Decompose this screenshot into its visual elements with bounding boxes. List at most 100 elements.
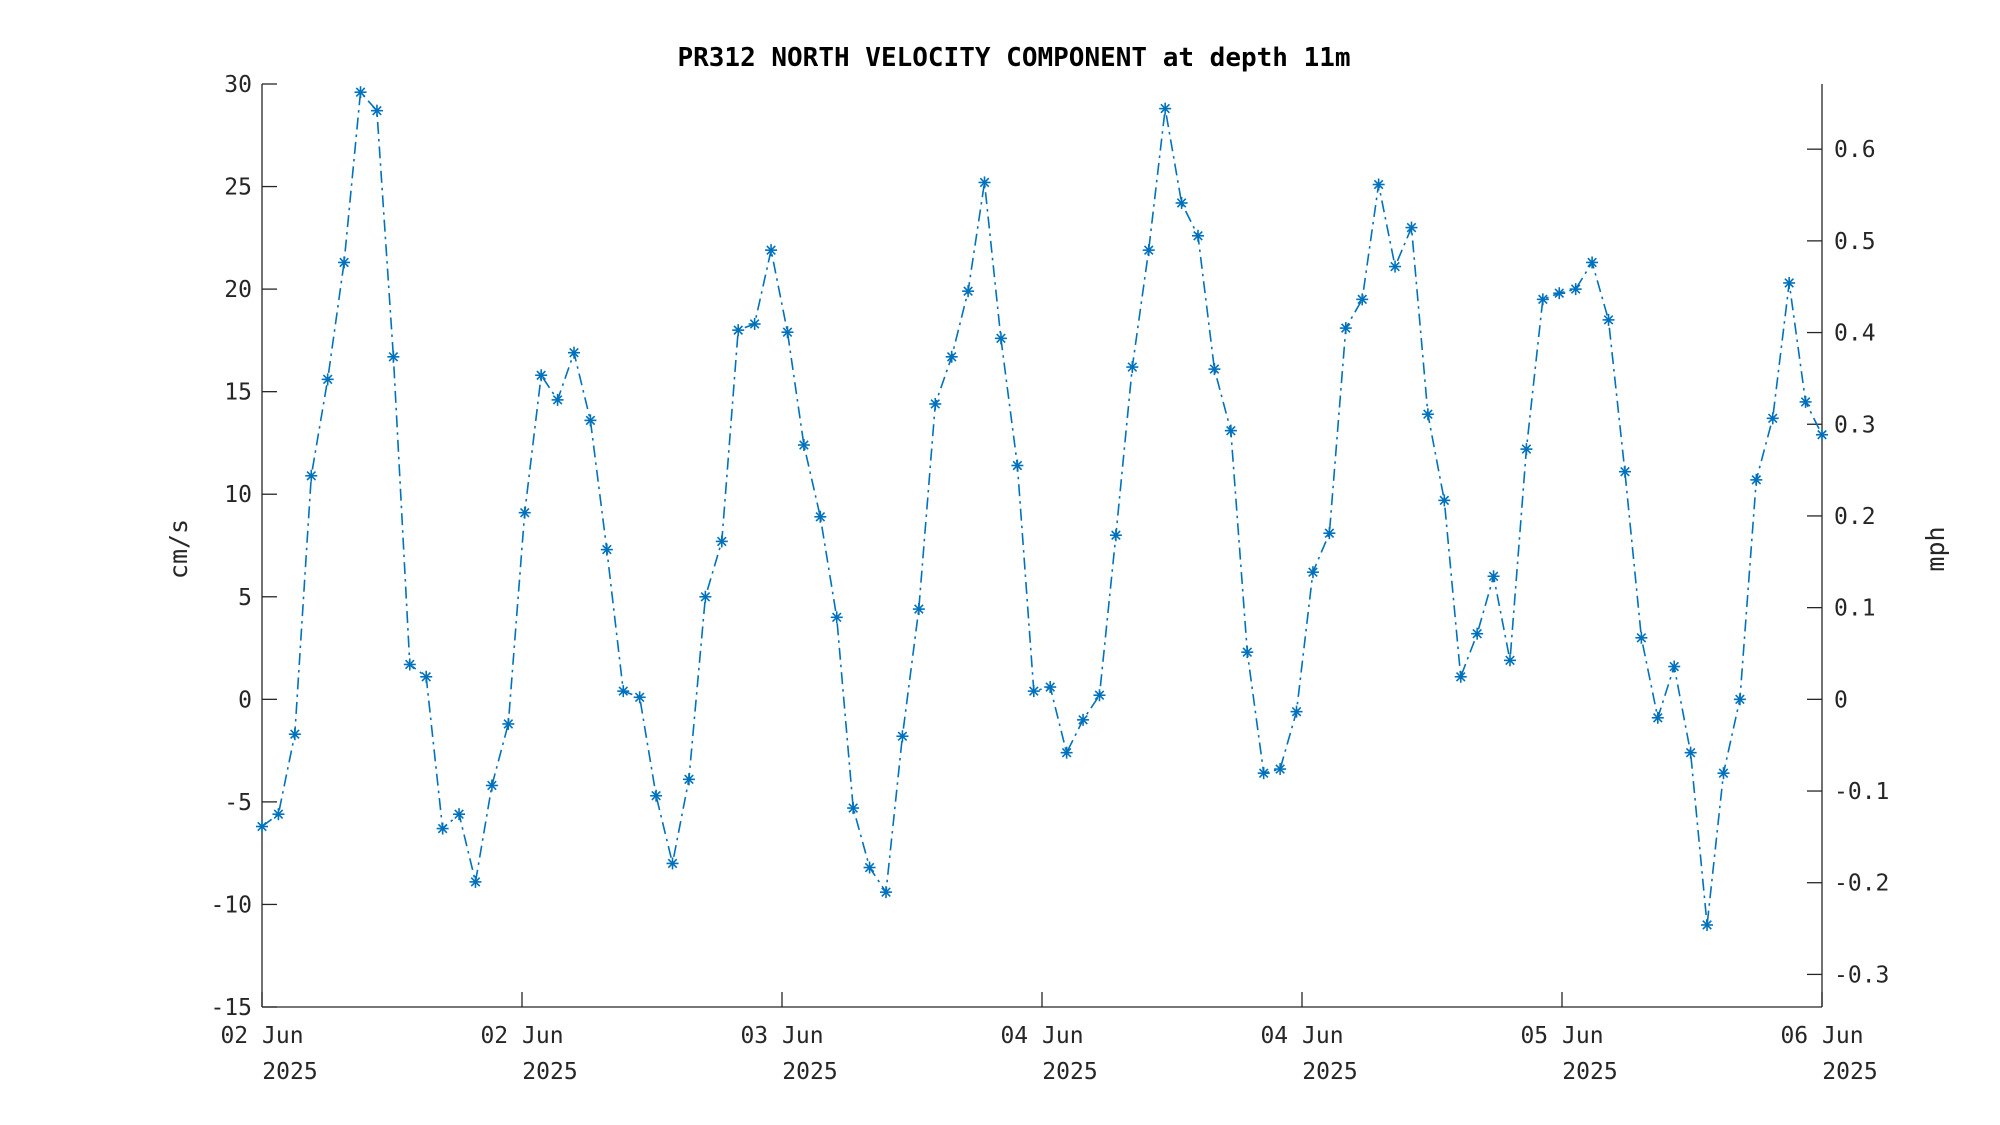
data-point-marker bbox=[1783, 276, 1796, 289]
data-point-marker bbox=[1192, 229, 1204, 242]
y-tick-label-left: 0 bbox=[238, 687, 252, 713]
data-point-marker bbox=[1536, 293, 1549, 306]
data-point-marker bbox=[338, 256, 351, 269]
data-point-marker bbox=[502, 717, 515, 730]
data-point-marker bbox=[912, 603, 925, 616]
data-point-marker bbox=[1159, 102, 1172, 115]
data-point-marker bbox=[321, 373, 334, 386]
data-point-marker bbox=[1306, 566, 1319, 579]
data-point-marker bbox=[568, 346, 580, 359]
data-point-marker bbox=[781, 326, 794, 339]
data-point-marker bbox=[1684, 746, 1697, 759]
data-point-marker bbox=[896, 730, 909, 743]
data-point-marker bbox=[732, 324, 745, 337]
data-point-marker bbox=[699, 590, 712, 603]
data-point-marker bbox=[1241, 646, 1254, 659]
y-tick-label-right: 0.3 bbox=[1834, 412, 1876, 438]
x-tick-label-day: 02 Jun bbox=[220, 1023, 303, 1049]
data-point-marker bbox=[962, 285, 975, 298]
x-tick-label-year: 2025 bbox=[1042, 1059, 1097, 1085]
y-tick-label-left: 25 bbox=[224, 175, 252, 201]
data-point-marker bbox=[288, 728, 301, 741]
data-point-marker bbox=[1454, 670, 1467, 683]
y-axis-label-right: mph bbox=[1921, 526, 1950, 571]
data-point-marker bbox=[1257, 767, 1270, 780]
data-point-marker bbox=[1651, 711, 1664, 724]
y-tick-label-left: -15 bbox=[210, 995, 252, 1021]
data-point-marker bbox=[1339, 322, 1352, 335]
y-tick-label-left: -5 bbox=[224, 790, 252, 816]
data-point-marker bbox=[1799, 395, 1812, 408]
data-point-marker bbox=[387, 350, 400, 363]
y-axis-label-left: cm/s bbox=[164, 519, 193, 579]
data-point-marker bbox=[272, 808, 285, 821]
x-tick-label-day: 04 Jun bbox=[1000, 1023, 1083, 1049]
y-tick-label-right: -0.1 bbox=[1834, 779, 1889, 805]
data-point-marker bbox=[880, 886, 892, 899]
data-point-marker bbox=[682, 773, 695, 786]
data-point-marker bbox=[1011, 459, 1024, 472]
data-point-marker bbox=[403, 658, 416, 671]
series-velocity bbox=[256, 86, 1828, 931]
data-point-marker bbox=[469, 875, 482, 888]
data-point-marker bbox=[1504, 654, 1516, 667]
data-point-marker bbox=[765, 244, 778, 257]
data-point-marker bbox=[1471, 627, 1484, 640]
data-point-marker bbox=[1077, 713, 1090, 726]
axes: -15-10-5051015202530-0.3-0.2-0.100.10.20… bbox=[210, 72, 1889, 1085]
data-point-marker bbox=[1520, 443, 1533, 456]
x-tick-label-year: 2025 bbox=[1302, 1059, 1357, 1085]
data-point-marker bbox=[863, 861, 876, 874]
x-tick-label-day: 05 Jun bbox=[1520, 1023, 1603, 1049]
y-tick-label-left: 30 bbox=[224, 72, 252, 98]
data-point-marker bbox=[814, 510, 827, 523]
x-tick-label-day: 04 Jun bbox=[1260, 1023, 1343, 1049]
data-point-marker bbox=[1421, 408, 1434, 421]
x-tick-label-year: 2025 bbox=[262, 1059, 317, 1085]
data-point-marker bbox=[830, 611, 843, 624]
data-point-marker bbox=[633, 691, 646, 704]
data-point-marker bbox=[715, 535, 728, 548]
data-point-marker bbox=[994, 332, 1007, 345]
data-point-marker bbox=[305, 469, 318, 482]
data-point-marker bbox=[551, 393, 564, 406]
x-tick-label-year: 2025 bbox=[522, 1059, 577, 1085]
y-tick-label-left: 15 bbox=[224, 380, 252, 406]
y-tick-label-left: 20 bbox=[224, 277, 252, 303]
y-tick-label-right: 0 bbox=[1834, 687, 1848, 713]
data-point-marker bbox=[1274, 763, 1287, 776]
y-tick-label-left: -10 bbox=[210, 892, 252, 918]
data-point-marker bbox=[945, 350, 958, 363]
data-point-marker bbox=[370, 104, 383, 117]
y-tick-label-right: 0.2 bbox=[1834, 504, 1876, 530]
data-point-marker bbox=[256, 820, 268, 833]
data-point-marker bbox=[518, 506, 531, 519]
data-point-marker bbox=[1405, 221, 1418, 234]
data-point-marker bbox=[1438, 494, 1451, 507]
data-point-marker bbox=[1750, 473, 1763, 486]
x-tick-label-year: 2025 bbox=[1822, 1059, 1877, 1085]
data-point-marker bbox=[978, 176, 991, 189]
data-point-marker bbox=[1175, 196, 1188, 209]
data-point-marker bbox=[1618, 465, 1631, 478]
data-point-marker bbox=[436, 822, 449, 835]
data-point-marker bbox=[1208, 363, 1221, 376]
data-point-marker bbox=[1569, 283, 1582, 296]
data-point-marker bbox=[1372, 178, 1385, 191]
x-tick-label-day: 06 Jun bbox=[1780, 1023, 1863, 1049]
data-point-marker bbox=[1635, 631, 1648, 644]
data-point-marker bbox=[584, 414, 597, 427]
data-point-marker bbox=[1060, 746, 1073, 759]
y-tick-label-right: 0.1 bbox=[1834, 596, 1876, 622]
data-point-marker bbox=[485, 779, 498, 792]
data-point-marker bbox=[1389, 260, 1402, 273]
data-point-marker bbox=[797, 438, 810, 451]
data-point-marker bbox=[1668, 660, 1681, 673]
data-point-marker bbox=[1044, 681, 1057, 694]
data-point-marker bbox=[650, 789, 663, 802]
data-point-marker bbox=[1093, 689, 1106, 702]
y-tick-label-right: -0.3 bbox=[1834, 962, 1889, 988]
y-tick-label-left: 5 bbox=[238, 585, 252, 611]
data-point-marker bbox=[420, 670, 433, 683]
